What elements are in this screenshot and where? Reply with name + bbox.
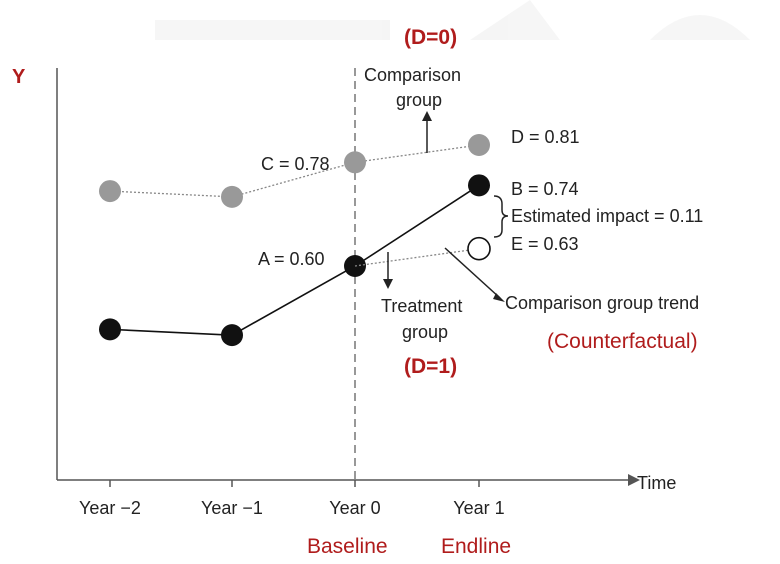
baseline-label: Baseline	[307, 535, 388, 558]
point-e-label: E = 0.63	[511, 234, 579, 254]
impact-brace	[493, 195, 509, 238]
data-point	[468, 174, 490, 197]
series-line	[354, 248, 480, 267]
x-tick-label: Year −2	[79, 498, 141, 518]
y-axis-label: Y	[12, 66, 26, 88]
point-d-label: D = 0.81	[511, 127, 580, 147]
endline-label: Endline	[441, 535, 511, 558]
data-point	[467, 236, 491, 261]
treatment-group-label-1: Treatment	[381, 296, 462, 316]
treatment-arrow-head	[383, 279, 393, 289]
data-point	[221, 185, 243, 208]
trend-pointer-head	[493, 293, 505, 302]
d1-label: (D=1)	[404, 355, 457, 378]
comparison-arrow-head	[422, 111, 432, 121]
point-b-label: B = 0.74	[511, 179, 579, 199]
data-point	[344, 151, 366, 174]
counterfactual-label: (Counterfactual)	[547, 330, 698, 353]
data-point	[468, 134, 490, 156]
series-line	[109, 184, 480, 336]
x-tick-label: Year 1	[453, 498, 504, 518]
x-tick-label: Year 0	[329, 498, 380, 518]
d0-label: (D=0)	[404, 26, 457, 49]
estimated-impact-label: Estimated impact = 0.11	[511, 206, 703, 226]
x-axis-label: Time	[637, 473, 676, 493]
data-point	[99, 318, 121, 341]
x-tick-label: Year −1	[201, 498, 263, 518]
watermark	[155, 0, 750, 40]
series-layer	[99, 134, 491, 347]
point-c-label: C = 0.78	[261, 154, 330, 174]
treatment-group-label-2: group	[402, 322, 448, 342]
comparison-group-label-2: group	[396, 90, 442, 110]
x-axis-arrow	[628, 474, 640, 486]
comparison-group-label-1: Comparison	[364, 65, 461, 85]
data-point	[221, 324, 243, 347]
trend-pointer	[444, 247, 501, 299]
trend-label: Comparison group trend	[505, 293, 699, 313]
series-line	[109, 144, 480, 198]
point-a-label: A = 0.60	[258, 249, 325, 269]
data-point	[99, 180, 121, 203]
x-ticks: Year −2 Year −1 Year 0 Year 1	[79, 480, 505, 518]
